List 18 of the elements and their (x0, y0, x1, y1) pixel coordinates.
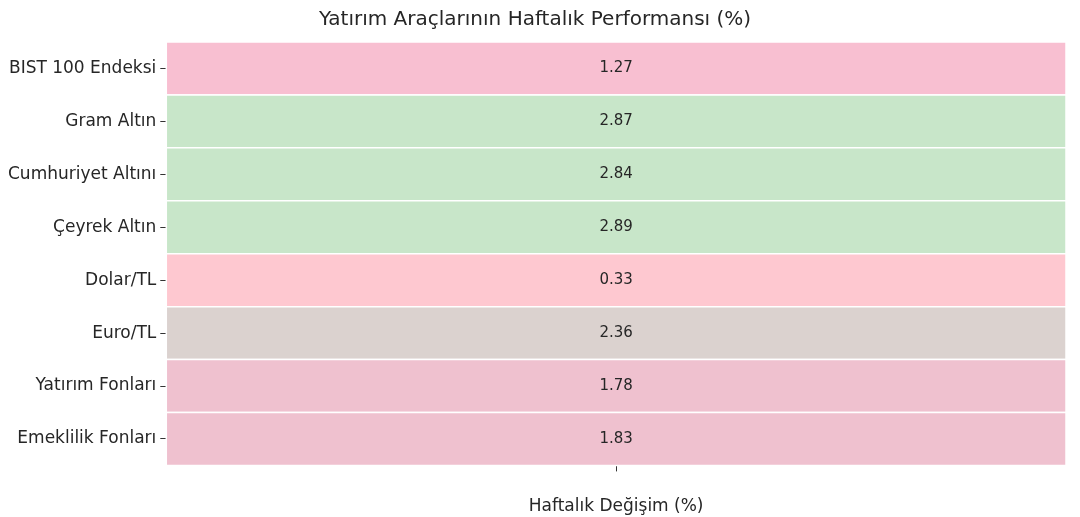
y-tick-label: Euro/TL (92, 321, 157, 342)
data-label: 0.33 (599, 270, 633, 289)
y-tick-label: Gram Altın (65, 109, 157, 130)
y-tick-label: Emeklilik Fonları (17, 427, 157, 448)
data-label: 2.84 (599, 164, 633, 183)
y-tick-label: Yatırım Fonları (34, 374, 157, 395)
y-tick-label: Çeyrek Altın (53, 215, 157, 236)
data-label: 2.89 (599, 217, 633, 236)
x-axis-title: Haftalık Değişim (%) (528, 495, 704, 516)
data-label: 2.87 (599, 111, 633, 130)
data-label: 1.78 (599, 375, 633, 394)
data-label: 1.27 (599, 58, 633, 77)
chart-title: Yatırım Araçlarının Haftalık Performansı (%) (317, 6, 752, 31)
y-tick-label: Cumhuriyet Altını (8, 162, 157, 183)
y-tick-label: BIST 100 Endeksi (8, 56, 157, 77)
data-label: 2.36 (599, 322, 633, 341)
y-tick-label: Dolar/TL (85, 268, 157, 289)
data-label: 1.83 (599, 428, 633, 447)
